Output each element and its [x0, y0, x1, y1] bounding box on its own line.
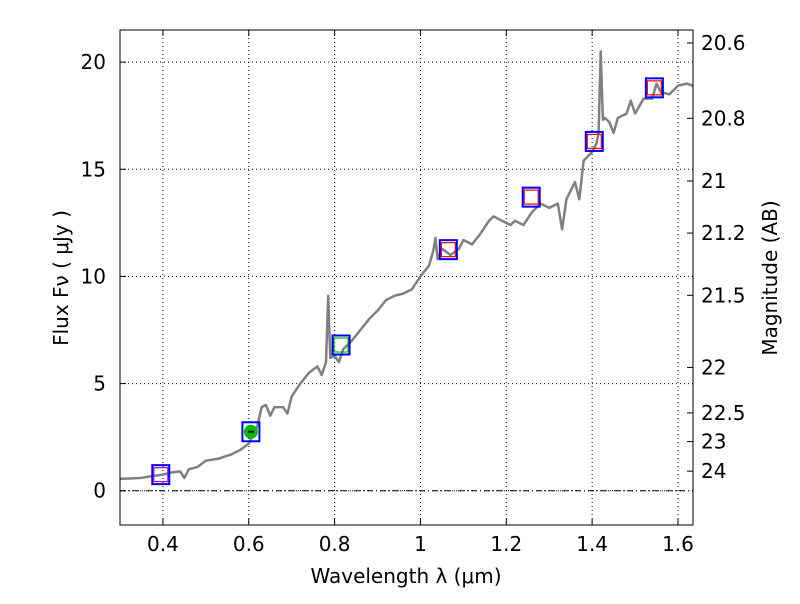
- right-tick-label: 23: [701, 430, 726, 454]
- model-flux-marker: [440, 242, 456, 258]
- right-tick-label: 22.5: [701, 401, 746, 425]
- right-axis: 20.6 20.8 21 21.2 21.5 22 22.5 23 24: [687, 31, 746, 483]
- observed-flux-marker: [241, 421, 261, 443]
- observed-flux-marker: [584, 130, 604, 152]
- spectrum-line: [119, 50, 694, 481]
- model-flux-marker: [646, 80, 662, 96]
- observed-flux-marker: [644, 77, 664, 99]
- model-flux-marker: [333, 337, 349, 353]
- spectrum: [119, 50, 694, 481]
- x-tick-label: 1.2: [490, 532, 522, 556]
- right-tick-label: 24: [701, 459, 726, 483]
- y-tick-label: 0: [93, 479, 106, 503]
- photometry-points: [151, 77, 664, 486]
- right-tick-label: 21.5: [701, 283, 746, 307]
- x-axis: 0.4 0.6 0.8 1 1.2 1.4 1.6: [147, 30, 694, 556]
- right-tick-label: 20.8: [701, 106, 746, 130]
- y-tick-label: 5: [93, 372, 106, 396]
- x-tick-label: 0.4: [147, 532, 179, 556]
- model-flux-marker: [586, 133, 602, 150]
- y-axis-label: Flux Fν ( μJy ): [49, 210, 73, 346]
- right-tick-label: 21.2: [701, 221, 746, 245]
- y-axis: 0 5 10 15 20: [81, 50, 126, 503]
- model-flux-marker: [153, 467, 169, 483]
- right-tick-label: 20.6: [701, 31, 746, 55]
- x-tick-label: 0.6: [233, 532, 265, 556]
- observed-flux-marker: [331, 334, 351, 356]
- right-tick-label: 22: [701, 355, 726, 379]
- x-tick-label: 0.8: [319, 532, 351, 556]
- right-axis-label: Magnitude (AB): [758, 200, 782, 355]
- observed-flux-marker: [521, 186, 541, 208]
- plot-frame: [119, 29, 694, 526]
- x-axis-label: Wavelength λ (μm): [310, 564, 501, 588]
- grid: [120, 30, 693, 525]
- model-flux-marker: [523, 189, 539, 205]
- x-tick-label: 1: [414, 532, 427, 556]
- observed-flux-marker: [438, 239, 458, 261]
- x-tick-label: 1.4: [576, 532, 608, 556]
- x-tick-label: 1.6: [662, 532, 694, 556]
- right-tick-label: 21: [701, 169, 726, 193]
- y-tick-label: 15: [81, 157, 106, 181]
- observed-flux-marker: [151, 464, 171, 486]
- y-tick-label: 20: [81, 50, 106, 74]
- y-tick-label: 10: [81, 264, 106, 288]
